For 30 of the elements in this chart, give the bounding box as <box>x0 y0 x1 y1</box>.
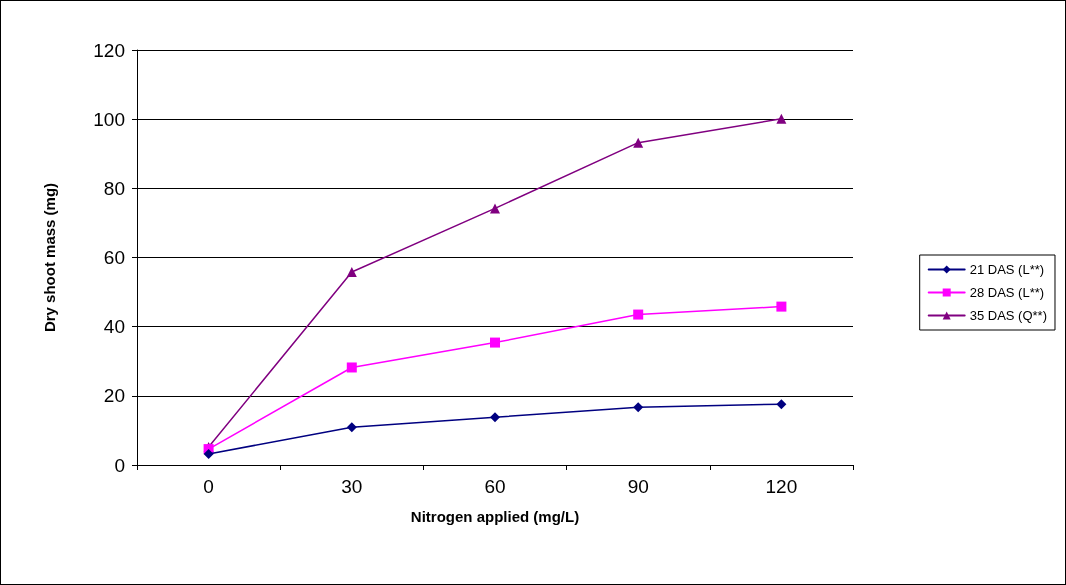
x-tick-label: 0 <box>203 476 214 497</box>
y-tick-label: 60 <box>103 247 125 268</box>
point <box>633 402 644 413</box>
point <box>346 362 357 373</box>
x-tick-label: 90 <box>627 476 649 497</box>
point <box>490 203 500 214</box>
x-tick-label: 30 <box>341 476 363 497</box>
point <box>490 412 500 423</box>
x-tick-label: 60 <box>484 476 506 497</box>
point <box>776 113 787 124</box>
legend-label: 21 DAS (L**) <box>969 262 1045 277</box>
point <box>776 301 787 312</box>
legend-label: 28 DAS (L**) <box>969 285 1045 300</box>
legend-label: 35 DAS (Q**) <box>969 308 1048 323</box>
x-axis-title: Nitrogen applied (mg/L) <box>410 508 580 525</box>
point <box>203 448 214 459</box>
y-tick-label: 120 <box>93 39 125 61</box>
y-tick-label: 0 <box>114 454 125 476</box>
y-tick-label: 40 <box>103 316 125 338</box>
point <box>776 399 787 410</box>
y-axis-title: Dry shoot mass (mg) <box>41 182 58 333</box>
x-tick-label: 120 <box>765 476 798 497</box>
y-tick-label: 100 <box>93 108 125 130</box>
point <box>633 309 644 320</box>
y-tick-label: 80 <box>103 177 125 199</box>
point <box>346 422 357 433</box>
point <box>490 337 500 348</box>
point <box>633 137 644 148</box>
y-tick-label: 20 <box>103 385 125 407</box>
point <box>346 267 357 278</box>
